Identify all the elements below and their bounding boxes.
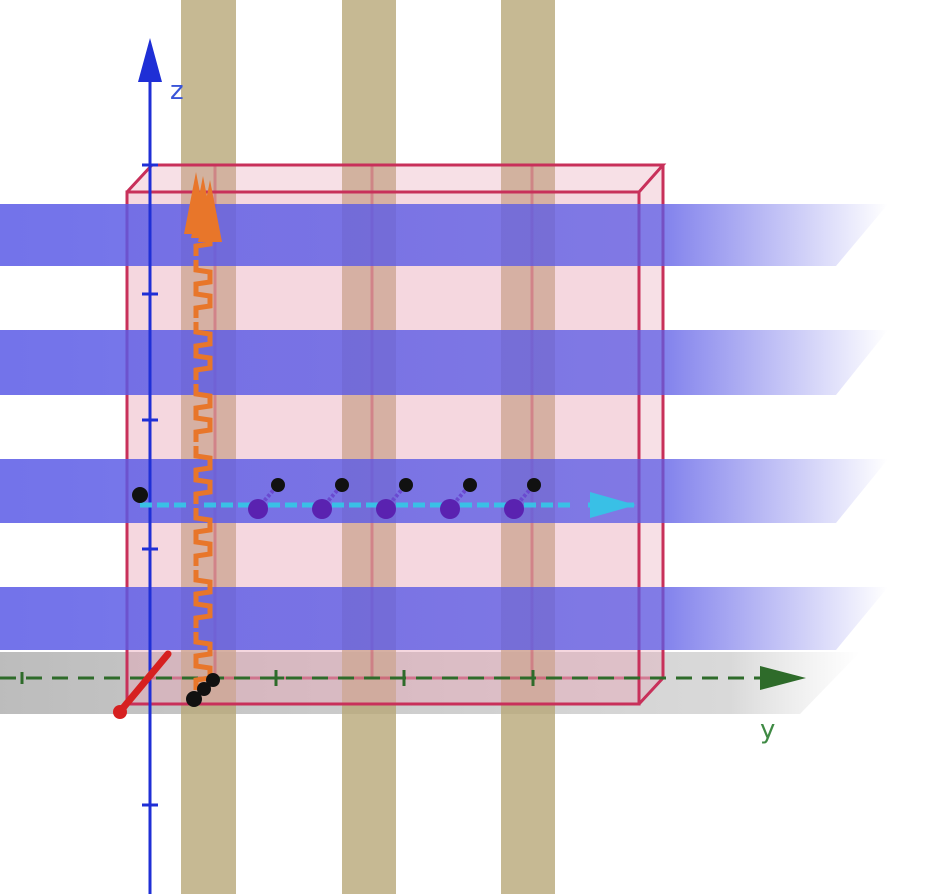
orange-arrow-stack — [184, 172, 222, 690]
ground-points — [132, 487, 220, 707]
x-axis — [113, 650, 172, 719]
cyan-arrowhead — [590, 492, 636, 518]
black-point — [463, 478, 477, 492]
orange-arrow — [193, 570, 213, 628]
blue-plane-1 — [0, 204, 888, 266]
orange-arrow — [193, 632, 213, 690]
orange-arrowhead — [198, 180, 222, 242]
black-point — [186, 691, 202, 707]
black-point — [206, 673, 220, 687]
point-pairs — [248, 478, 541, 519]
black-point — [335, 478, 349, 492]
orange-arrow — [193, 260, 213, 318]
black-point — [132, 487, 148, 503]
z-axis-arrowhead — [138, 38, 162, 82]
orange-arrow — [193, 322, 213, 380]
blue-plane-group — [0, 204, 888, 650]
y-axis-arrowhead — [760, 666, 806, 690]
purple-point — [248, 499, 268, 519]
tan-plane-group — [181, 0, 555, 894]
purple-point — [440, 499, 460, 519]
purple-point — [312, 499, 332, 519]
purple-point — [376, 499, 396, 519]
black-point — [197, 682, 211, 696]
black-point — [271, 478, 285, 492]
z-axis-label: z — [170, 76, 184, 106]
tan-plane-1 — [181, 0, 236, 894]
y-axis-label: y — [760, 715, 775, 745]
purple-point — [504, 499, 524, 519]
y-axis — [0, 666, 806, 690]
tan-plane-3 — [501, 0, 555, 894]
orange-arrow — [193, 384, 213, 442]
orange-arrow — [193, 446, 213, 504]
black-point — [399, 478, 413, 492]
black-point — [527, 478, 541, 492]
cyan-arrow-row — [140, 492, 636, 518]
tan-plane-2 — [342, 0, 396, 894]
blue-plane-2 — [0, 330, 888, 395]
blue-plane-4 — [0, 587, 888, 650]
orange-arrow — [193, 508, 213, 566]
